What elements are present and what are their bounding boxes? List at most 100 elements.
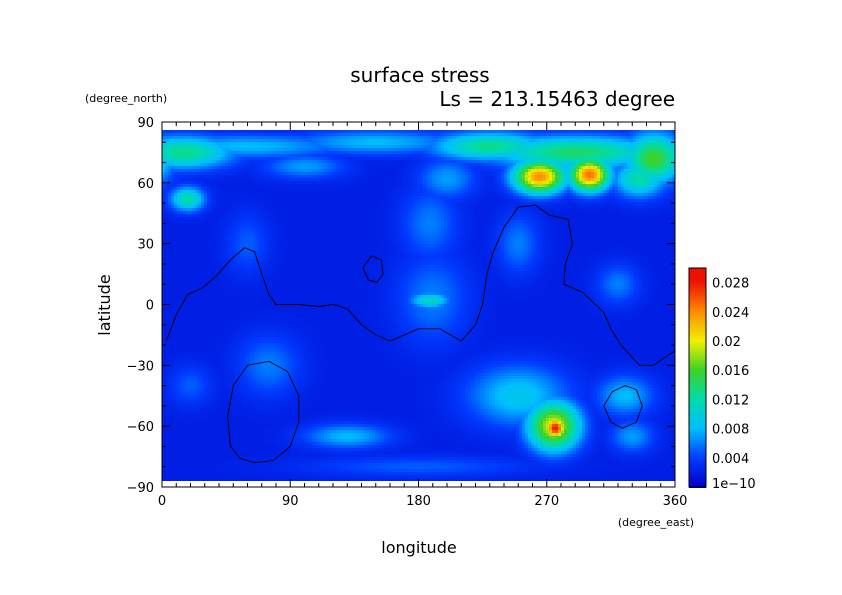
heatmap-cell [219,214,222,217]
heatmap-cell [348,172,351,175]
heatmap-cell [396,160,399,163]
heatmap-cell [177,157,180,160]
heatmap-cell [429,199,432,202]
heatmap-cell [423,136,426,139]
heatmap-cell [171,193,174,196]
heatmap-cell [642,151,645,154]
heatmap-cell [297,169,300,172]
heatmap-cell [357,139,360,142]
heatmap-cell [609,154,612,157]
heatmap-cell [261,154,264,157]
heatmap-cell [288,205,291,208]
heatmap-cell [234,214,237,217]
heatmap-cell [333,196,336,199]
heatmap-cell [258,214,261,217]
heatmap-cell [342,190,345,193]
heatmap-cell [465,190,468,193]
heatmap-cell [171,157,174,160]
heatmap-cell [642,166,645,169]
heatmap-cell [219,148,222,151]
heatmap-cell [465,172,468,175]
heatmap-cell [378,157,381,160]
heatmap-cell [513,133,516,136]
heatmap-cell [522,199,525,202]
heatmap-cell [273,193,276,196]
heatmap-cell [531,175,534,178]
heatmap-cell [660,190,663,193]
heatmap-cell [474,196,477,199]
heatmap-cell [507,214,510,217]
heatmap-cell [354,166,357,169]
heatmap-cell [291,172,294,175]
heatmap-cell [195,178,198,181]
heatmap-cell [168,148,171,151]
heatmap-cell [348,136,351,139]
heatmap-cell [402,169,405,172]
heatmap-cell [363,187,366,190]
heatmap-cell [579,148,582,151]
heatmap-cell [648,163,651,166]
heatmap-cell [657,211,660,214]
heatmap-cell [633,139,636,142]
heatmap-cell [309,163,312,166]
heatmap-cell [630,214,633,217]
heatmap-cell [597,145,600,148]
heatmap-cell [504,199,507,202]
heatmap-cell [606,142,609,145]
heatmap-cell [408,148,411,151]
heatmap-cell [624,163,627,166]
heatmap-cell [600,142,603,145]
heatmap-cell [669,199,672,202]
heatmap-cell [471,169,474,172]
heatmap-cell [192,136,195,139]
heatmap-cell [603,208,606,211]
heatmap-cell [351,154,354,157]
heatmap-cell [402,196,405,199]
heatmap-cell [645,214,648,217]
heatmap-cell [504,157,507,160]
heatmap-cell [453,211,456,214]
heatmap-cell [171,172,174,175]
heatmap-cell [372,193,375,196]
heatmap-cell [447,172,450,175]
heatmap-cell [474,151,477,154]
heatmap-cell [453,199,456,202]
heatmap-cell [501,190,504,193]
heatmap-cell [303,160,306,163]
heatmap-cell [336,160,339,163]
heatmap-cell [564,181,567,184]
heatmap-cell [303,163,306,166]
heatmap-cell [174,211,177,214]
heatmap-cell [339,163,342,166]
heatmap-cell [570,178,573,181]
heatmap-cell [348,208,351,211]
heatmap-cell [639,142,642,145]
heatmap-cell [630,184,633,187]
heatmap-cell [393,205,396,208]
heatmap-cell [492,148,495,151]
heatmap-cell [531,148,534,151]
heatmap-cell [219,163,222,166]
heatmap-cell [621,157,624,160]
heatmap-cell [294,175,297,178]
heatmap-cell [165,148,168,151]
heatmap-cell [165,208,168,211]
heatmap-cell [186,154,189,157]
heatmap-cell [213,169,216,172]
heatmap-cell [384,214,387,217]
heatmap-cell [381,148,384,151]
heatmap-cell [558,202,561,205]
heatmap-cell [291,151,294,154]
heatmap-cell [252,136,255,139]
heatmap-cell [372,199,375,202]
heatmap-cell [270,160,273,163]
heatmap-cell [609,145,612,148]
heatmap-cell [486,172,489,175]
heatmap-cell [387,130,390,133]
heatmap-cell [207,145,210,148]
heatmap-cell [240,160,243,163]
heatmap-cell [219,211,222,214]
heatmap-cell [636,175,639,178]
heatmap-cell [168,196,171,199]
heatmap-cell [318,166,321,169]
